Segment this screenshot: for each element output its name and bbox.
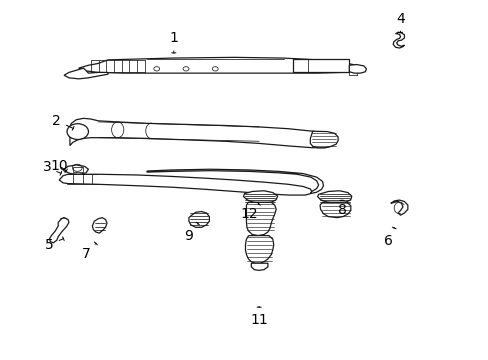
Polygon shape bbox=[251, 263, 267, 270]
Text: 5: 5 bbox=[45, 237, 64, 252]
Text: 10: 10 bbox=[50, 159, 68, 173]
Text: 12: 12 bbox=[240, 202, 260, 221]
Polygon shape bbox=[147, 169, 323, 194]
Polygon shape bbox=[245, 235, 273, 263]
Polygon shape bbox=[348, 64, 366, 73]
Polygon shape bbox=[63, 165, 88, 175]
Text: 4: 4 bbox=[395, 12, 404, 32]
Polygon shape bbox=[79, 57, 361, 73]
Polygon shape bbox=[64, 68, 108, 79]
Text: 9: 9 bbox=[183, 222, 199, 243]
Polygon shape bbox=[92, 218, 107, 233]
Text: 11: 11 bbox=[250, 307, 267, 327]
Polygon shape bbox=[320, 202, 350, 218]
Text: 1: 1 bbox=[169, 31, 178, 53]
Polygon shape bbox=[392, 32, 404, 48]
Text: 3: 3 bbox=[42, 161, 61, 175]
Polygon shape bbox=[188, 212, 209, 227]
Text: 8: 8 bbox=[337, 200, 346, 217]
Text: 7: 7 bbox=[81, 242, 97, 261]
Text: 2: 2 bbox=[52, 114, 74, 130]
Text: 6: 6 bbox=[383, 227, 395, 248]
Polygon shape bbox=[246, 202, 276, 235]
Polygon shape bbox=[70, 118, 335, 148]
Bar bbox=[73, 167, 82, 172]
Polygon shape bbox=[317, 191, 351, 203]
Polygon shape bbox=[390, 200, 407, 215]
Polygon shape bbox=[243, 191, 277, 203]
Bar bbox=[293, 59, 348, 72]
Polygon shape bbox=[49, 218, 69, 243]
Polygon shape bbox=[310, 131, 337, 148]
Circle shape bbox=[67, 124, 88, 139]
Polygon shape bbox=[59, 174, 311, 195]
